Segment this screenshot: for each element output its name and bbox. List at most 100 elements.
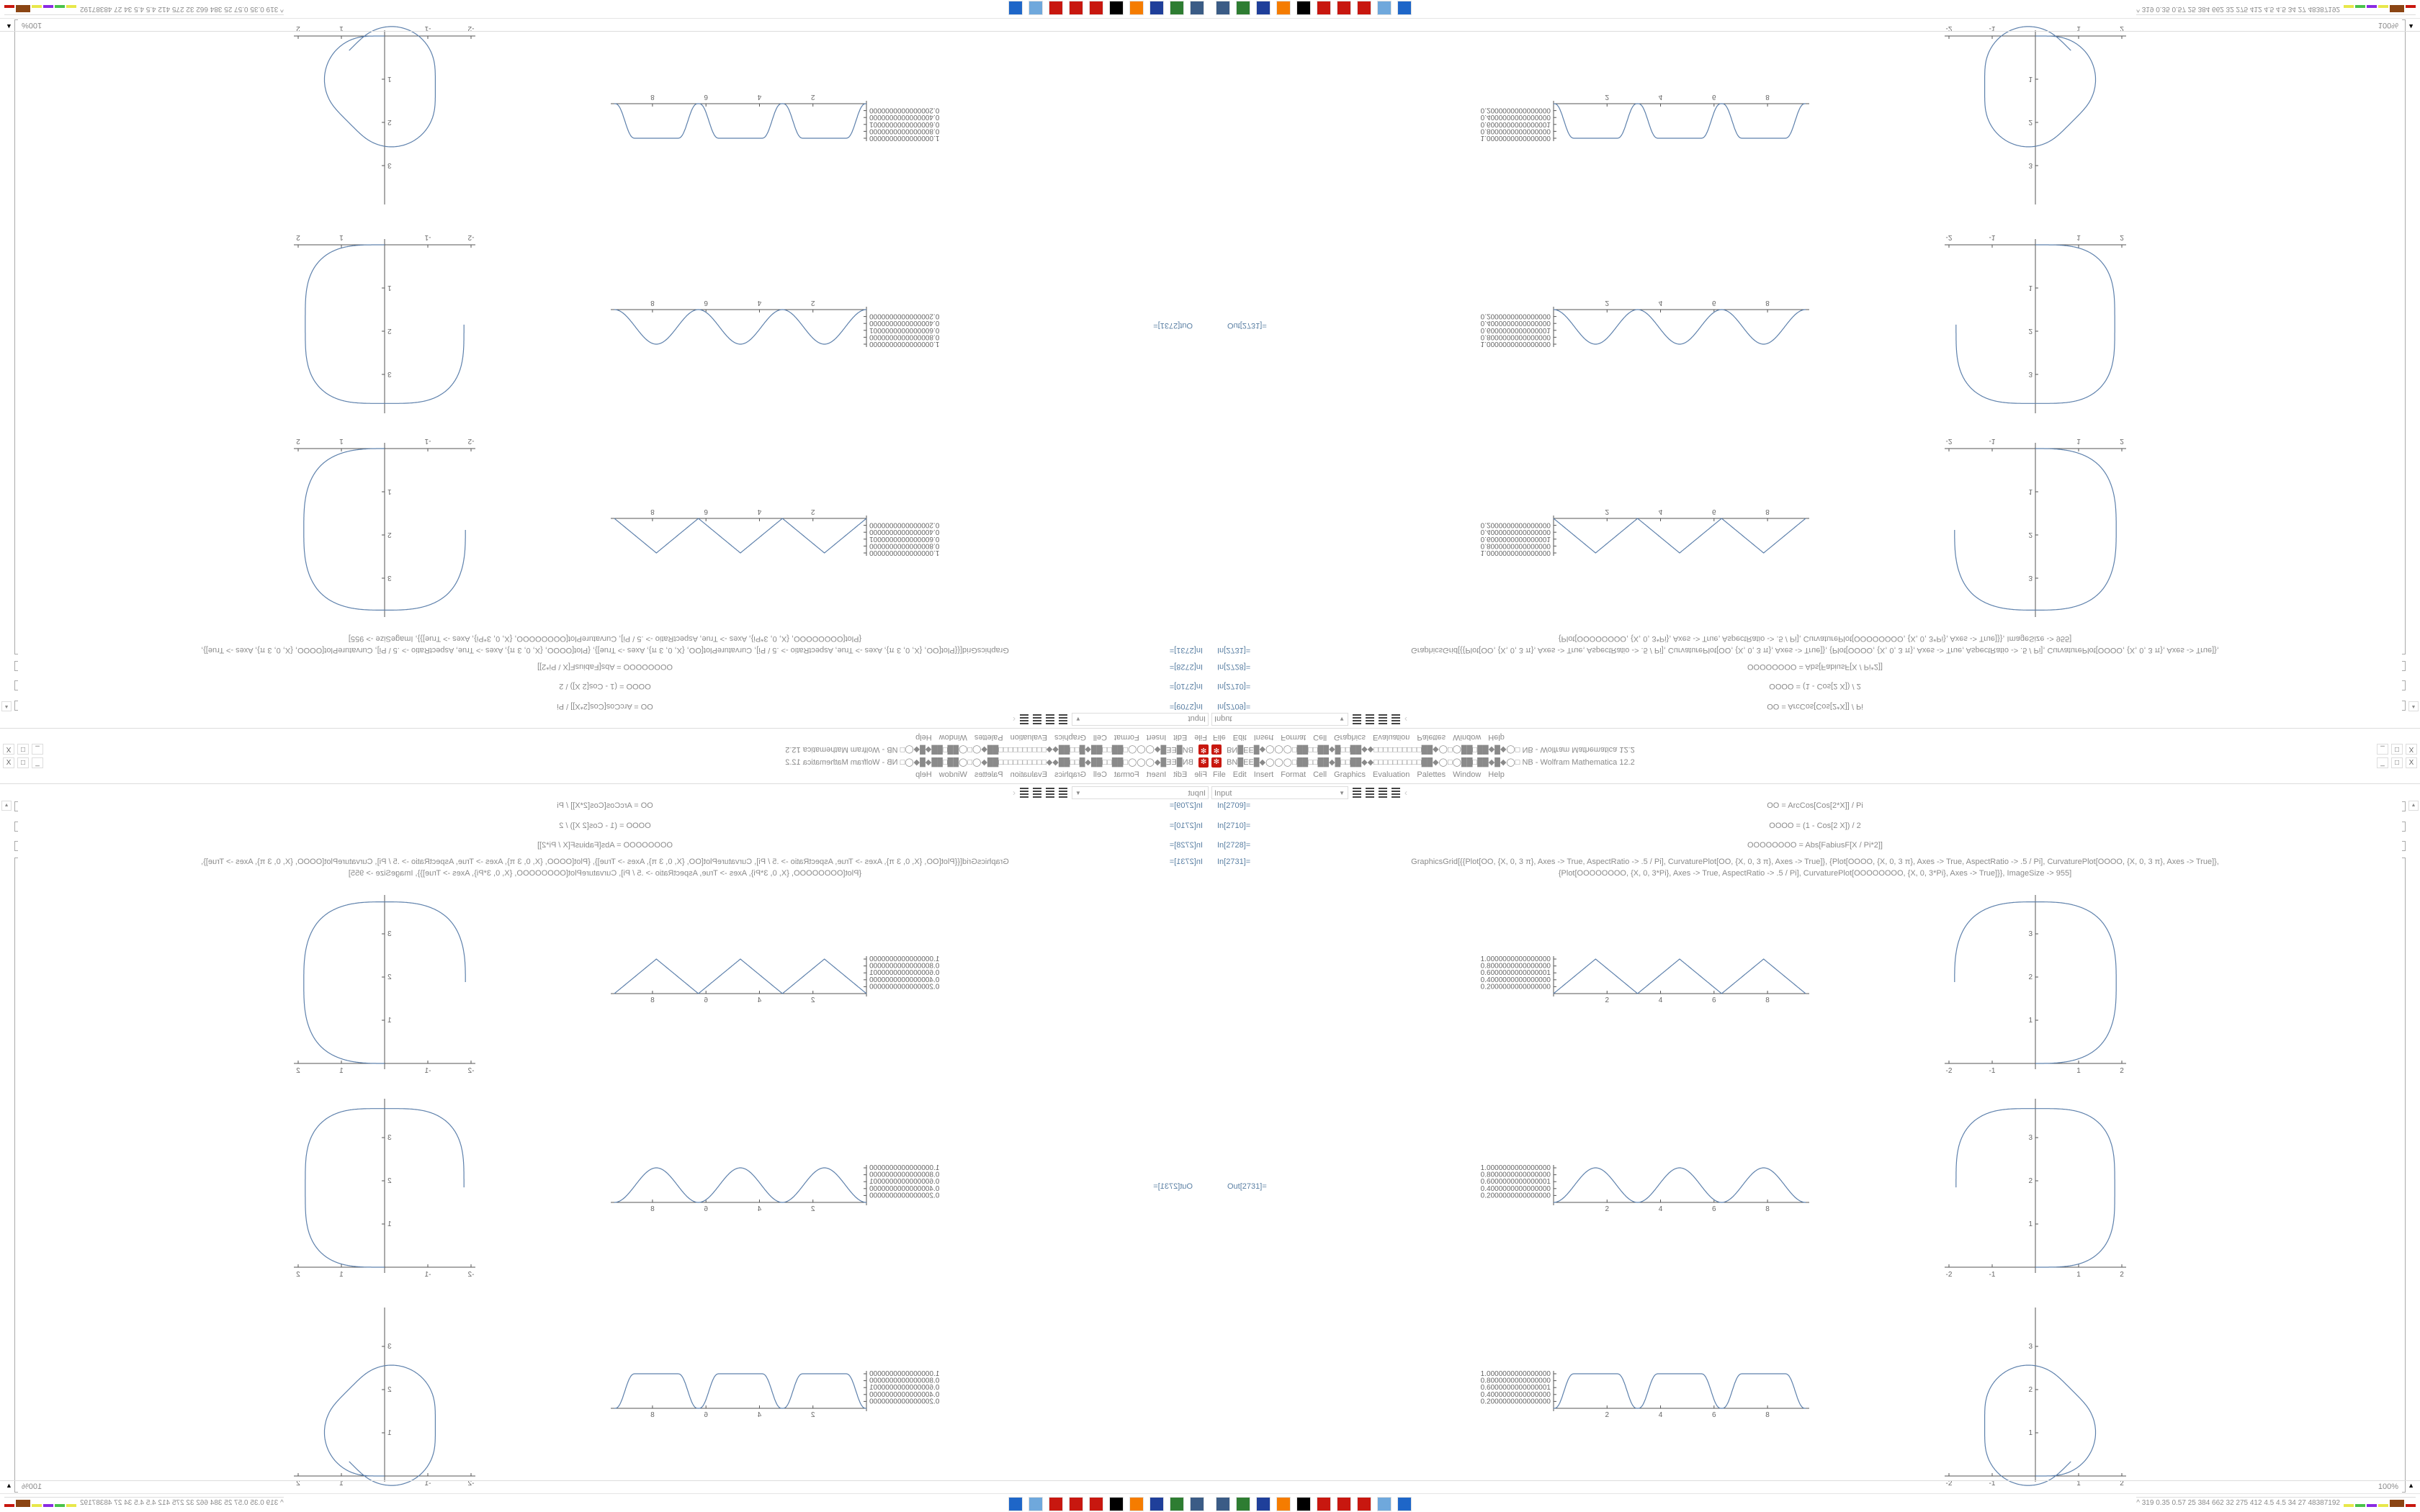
window-title: BN█EE█◆◯◯◯□██□□██◆█□□██◆◆□□□□□□□□□□██◆◯□… <box>1227 758 1635 767</box>
zoom-level[interactable]: 100% <box>2378 1482 2398 1491</box>
minimize-button[interactable]: _ <box>2377 757 2388 768</box>
input-cell[interactable]: OOOOOOOO = Abs[FabiusF[X / Pi*2]] <box>1747 841 1883 850</box>
mathematica-icon[interactable] <box>1317 1497 1331 1511</box>
input-cell-continued[interactable]: {Plot[OOOOOOOO, {X, 0, 3*Pi}, Axes -> Tr… <box>1558 869 2072 878</box>
window-icon[interactable] <box>1008 1 1023 15</box>
firefox-icon[interactable] <box>1129 1 1144 15</box>
settings-monitor-icon[interactable] <box>1190 1 1204 15</box>
firefox-icon[interactable] <box>1276 1497 1291 1511</box>
menu-cell[interactable]: Cell <box>1313 770 1327 779</box>
restore-button[interactable]: □ <box>2391 757 2403 768</box>
floppy-64-icon[interactable] <box>1256 1 1270 15</box>
align-center-button[interactable] <box>1366 788 1374 798</box>
input-cell[interactable]: OO = ArcCos[Cos[2*X]] / Pi <box>1767 801 1863 810</box>
calculator-icon[interactable] <box>1377 1 1392 15</box>
terminal-icon[interactable] <box>1170 1497 1184 1511</box>
cell-bracket[interactable] <box>2402 841 2406 851</box>
y-tick-label: 2 <box>387 1386 392 1394</box>
tray-graph-bar <box>32 1503 42 1507</box>
inkscape-icon[interactable] <box>1109 1497 1124 1511</box>
system-tray-stats[interactable]: ^ 319 0.35 0.57 25 384 662 32 275 412 4.… <box>80 1499 284 1507</box>
input-cell[interactable]: GraphicsGrid[{{Plot[OO, {X, 0, 3 π}, Axe… <box>1411 858 2219 866</box>
y-tick-label: 1.0000000000000000 <box>869 1164 940 1172</box>
align-left-button[interactable] <box>1353 788 1361 798</box>
window-icon[interactable] <box>1008 1497 1023 1511</box>
settings-monitor-icon[interactable] <box>1190 1497 1204 1511</box>
tray-graphs <box>4 5 76 13</box>
cell-bracket[interactable] <box>2402 801 2406 811</box>
system-tray-stats[interactable]: ^ 319 0.35 0.57 25 384 662 32 275 412 4.… <box>2136 1499 2340 1507</box>
menu-file[interactable]: File <box>1213 770 1226 779</box>
firefox-icon[interactable] <box>1276 1 1291 15</box>
mathematica-icon[interactable] <box>1337 1497 1351 1511</box>
cell-bracket[interactable] <box>2402 822 2406 832</box>
terminal-icon[interactable] <box>1236 1 1250 15</box>
mathematica-icon[interactable] <box>1337 1 1351 15</box>
menu-window[interactable]: Window <box>1453 770 1482 779</box>
calculator-icon[interactable] <box>1028 1 1043 15</box>
mathematica-icon[interactable] <box>1089 1 1103 15</box>
y-tick-label: 1.0000000000000000 <box>1481 1164 1551 1172</box>
align-right-button[interactable] <box>1379 788 1387 798</box>
zoom-menu-icon[interactable]: ▲ <box>2408 23 2414 30</box>
window-icon[interactable] <box>1397 1497 1412 1511</box>
calculator-icon[interactable] <box>1377 1497 1392 1511</box>
system-tray-stats[interactable]: ^ 319 0.35 0.57 25 384 662 32 275 412 4.… <box>80 5 284 13</box>
y-tick-label: 1.0000000000000000 <box>1481 549 1551 557</box>
menu-edit[interactable]: Edit <box>1232 770 1247 779</box>
floppy-64-icon[interactable] <box>1150 1 1164 15</box>
x-tick-label: 6 <box>704 508 708 516</box>
menu-graphics[interactable]: Graphics <box>1334 770 1366 779</box>
mathematica-icon[interactable] <box>1317 1 1331 15</box>
y-tick-label: 0.6000000000000001 <box>869 535 940 543</box>
window-icon[interactable] <box>1397 1 1412 15</box>
menu-palettes[interactable]: Palettes <box>1417 770 1446 779</box>
settings-monitor-icon[interactable] <box>1216 1497 1230 1511</box>
menu-help[interactable]: Help <box>1488 770 1505 779</box>
mathematica-icon[interactable] <box>1049 1 1063 15</box>
x-tick-label: -1 <box>1989 1067 1996 1075</box>
floppy-64-icon[interactable] <box>1256 1497 1270 1511</box>
align-justify-button[interactable] <box>1392 788 1400 798</box>
inkscape-icon[interactable] <box>1109 1 1124 15</box>
y-tick-label: 0.4000000000000000 <box>1481 319 1551 327</box>
zoom-level[interactable]: 100% <box>22 1482 42 1491</box>
cell-style-select[interactable]: Input ▼ <box>1211 786 1348 799</box>
inkscape-icon[interactable] <box>1296 1 1311 15</box>
menu-evaluation[interactable]: Evaluation <box>1373 770 1410 779</box>
mathematica-icon[interactable] <box>1069 1 1083 15</box>
menu-format[interactable]: Format <box>1281 770 1307 779</box>
calculator-icon[interactable] <box>1028 1497 1043 1511</box>
x-tick-label: 1 <box>339 437 344 445</box>
tray-graph-bar <box>2390 1499 2404 1507</box>
cell-group-bracket[interactable] <box>2402 858 2406 1493</box>
tray-graph-bar <box>2406 5 2416 9</box>
system-tray-stats[interactable]: ^ 319 0.35 0.57 25 384 662 32 275 412 4.… <box>2136 5 2340 13</box>
mathematica-icon[interactable] <box>1357 1497 1371 1511</box>
firefox-icon[interactable] <box>1129 1497 1144 1511</box>
zoom-level[interactable]: 100% <box>2378 21 2398 30</box>
zoom-menu-icon[interactable]: ▲ <box>2408 1482 2414 1489</box>
scroll-up-button[interactable]: ▲ <box>2408 801 2419 811</box>
menu-insert[interactable]: Insert <box>1253 770 1274 779</box>
inkscape-icon[interactable] <box>1296 1497 1311 1511</box>
mathematica-icon[interactable] <box>1049 1497 1063 1511</box>
y-tick-label: 0.4000000000000000 <box>1481 1185 1551 1193</box>
zoom-level[interactable]: 100% <box>22 21 42 30</box>
zoom-menu-icon[interactable]: ▲ <box>6 1482 12 1489</box>
tray-graph-bar <box>2355 1503 2365 1507</box>
zoom-menu-icon[interactable]: ▲ <box>6 23 12 30</box>
y-tick-label: 2 <box>387 1177 392 1185</box>
floppy-64-icon[interactable] <box>1150 1497 1164 1511</box>
mathematica-icon[interactable] <box>1069 1497 1083 1511</box>
input-cell[interactable]: OOOO = (1 - Cos[2 X]) / 2 <box>1769 822 1861 830</box>
y-tick-label: 0.2000000000000000 <box>1481 521 1551 529</box>
x-tick-label: 4 <box>757 299 761 307</box>
collapse-toolbar-icon[interactable]: ‹ <box>1404 788 1407 798</box>
settings-monitor-icon[interactable] <box>1216 1 1230 15</box>
mathematica-icon[interactable] <box>1089 1497 1103 1511</box>
terminal-icon[interactable] <box>1170 1 1184 15</box>
terminal-icon[interactable] <box>1236 1497 1250 1511</box>
close-button[interactable]: X <box>2406 757 2417 768</box>
mathematica-icon[interactable] <box>1357 1 1371 15</box>
